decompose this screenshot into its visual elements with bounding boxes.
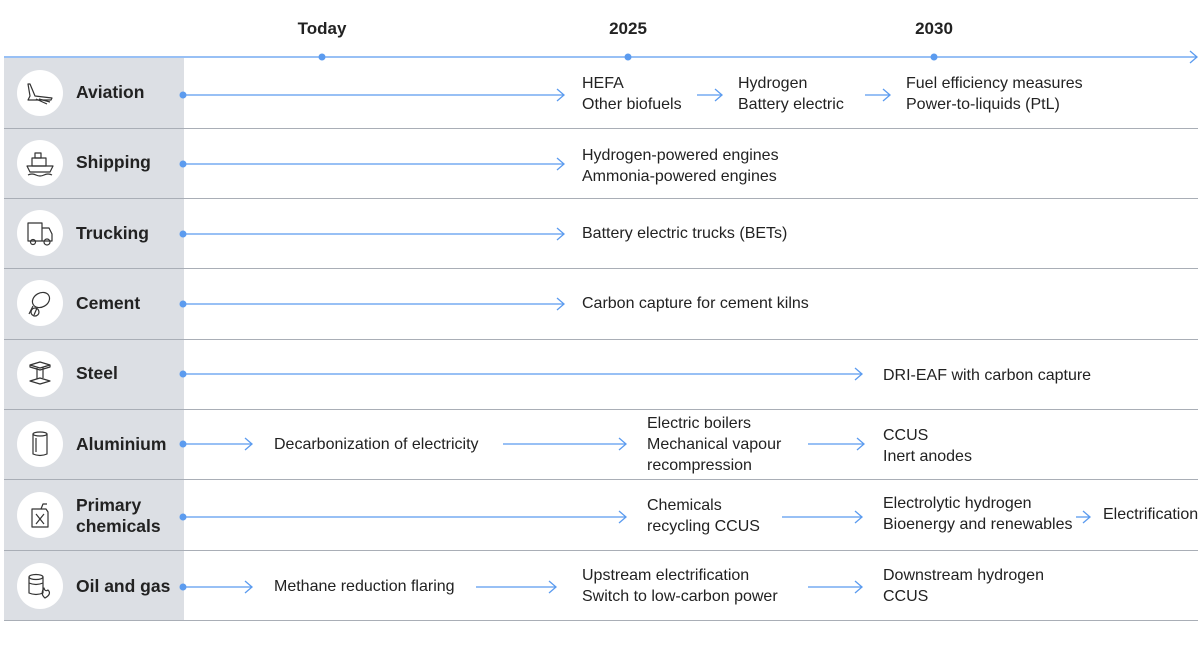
sector-label-oil-and-gas: Oil and gas	[76, 576, 171, 596]
sector-label-cement: Cement	[76, 293, 141, 313]
sector-label-line: Primary	[76, 495, 142, 515]
chemicals-step-2030: Electrolytic hydrogen Bioenergy and rene…	[883, 493, 1072, 535]
row-arrow	[782, 510, 863, 524]
cell-line: Carbon capture for cement kilns	[582, 295, 809, 312]
truck-icon	[17, 210, 63, 256]
aluminium-step-2025: Electric boilers Mechanical vapour recom…	[647, 413, 781, 476]
cell-line: Upstream electrification	[582, 567, 750, 584]
cell-line: Electrification	[1103, 506, 1199, 523]
cell-line: Mechanical vapour	[647, 436, 782, 453]
row-arrow	[183, 510, 627, 524]
oilgas-step-today: Methane reduction flaring	[274, 576, 455, 597]
cell-line: HEFA	[582, 75, 624, 92]
shipping-step-2025: Hydrogen-powered engines Ammonia-powered…	[582, 145, 779, 187]
ship-icon	[17, 140, 63, 186]
cell-line: Chemicals	[647, 497, 722, 514]
sector-label-aviation: Aviation	[76, 82, 145, 102]
cell-line: CCUS	[883, 427, 929, 444]
aviation-step-2030: Fuel efficiency measures Power-to-liquid…	[906, 73, 1083, 115]
cell-line: Switch to low-carbon power	[582, 588, 778, 605]
cell-line: Decarbonization of electricity	[274, 436, 479, 453]
cell-line: Downstream hydrogen	[883, 567, 1044, 584]
oil-barrel-icon	[17, 563, 63, 609]
cell-line: Power-to-liquids (PtL)	[906, 96, 1060, 113]
row-arrow	[476, 580, 557, 594]
cell-line: Electrolytic hydrogen	[883, 495, 1032, 512]
cell-line: Inert anodes	[883, 448, 972, 465]
chemicals-step-2025: Chemicals recycling CCUS	[647, 495, 760, 537]
timeline-marker-today	[318, 53, 326, 61]
cell-line: recycling CCUS	[647, 518, 760, 535]
cement-step-2025: Carbon capture for cement kilns	[582, 293, 809, 314]
cement-mixer-icon	[17, 280, 63, 326]
cell-line: Battery electric	[738, 96, 844, 113]
sector-label-aluminium: Aluminium	[76, 434, 167, 454]
row-arrow	[183, 88, 565, 102]
timeline-marker-2030	[930, 53, 938, 61]
chemical-canister-icon	[17, 492, 63, 538]
row-divider	[4, 409, 1198, 410]
trucking-step-2025: Battery electric trucks (BETs)	[582, 223, 787, 244]
airplane-icon	[17, 70, 63, 116]
sector-label-primary-chemicals: Primary chemicals	[76, 495, 161, 537]
cell-line: Fuel efficiency measures	[906, 75, 1083, 92]
row-divider	[4, 268, 1198, 269]
cell-line: Electric boilers	[647, 415, 752, 432]
oilgas-step-2025: Upstream electrification Switch to low-c…	[582, 565, 778, 607]
steel-step-2030: DRI-EAF with carbon capture	[883, 365, 1091, 386]
timeline-label-today: Today	[297, 19, 347, 38]
row-arrow	[808, 437, 865, 451]
cell-line: Ammonia-powered engines	[582, 168, 777, 185]
row-arrow	[808, 580, 863, 594]
cell-line: Bioenergy and renewables	[883, 516, 1073, 533]
cell-line: recompression	[647, 457, 752, 474]
row-arrow	[1076, 510, 1091, 524]
row-divider	[4, 550, 1198, 551]
cell-line: Hydrogen-powered engines	[582, 147, 779, 164]
row-arrow	[183, 367, 863, 381]
timeline-marker-2025	[624, 53, 632, 61]
cell-line: Methane reduction flaring	[274, 578, 455, 595]
sector-label-shipping: Shipping	[76, 152, 151, 172]
row-divider	[4, 620, 1198, 621]
sector-label-trucking: Trucking	[76, 223, 149, 243]
timeline-label-2025: 2025	[609, 19, 647, 38]
row-divider	[4, 128, 1198, 129]
timeline-axis-arrow	[4, 50, 1198, 64]
oilgas-step-2030: Downstream hydrogen CCUS	[883, 565, 1044, 607]
aviation-step-mid: Hydrogen Battery electric	[738, 73, 844, 115]
cell-line: CCUS	[883, 588, 929, 605]
steel-beam-icon	[17, 351, 63, 397]
row-arrow	[183, 580, 253, 594]
aluminium-step-today: Decarbonization of electricity	[274, 434, 479, 455]
cell-line: Hydrogen	[738, 75, 808, 92]
sector-label-line: chemicals	[76, 516, 161, 536]
row-divider	[4, 339, 1198, 340]
cell-line: Battery electric trucks (BETs)	[582, 225, 788, 242]
row-arrow	[183, 297, 565, 311]
aluminium-step-2030: CCUS Inert anodes	[883, 425, 972, 467]
chemicals-step-late: Electrification	[1103, 504, 1198, 525]
row-arrow	[183, 157, 565, 171]
row-divider	[4, 479, 1198, 480]
row-arrow	[503, 437, 627, 451]
row-divider	[4, 198, 1198, 199]
row-arrow	[183, 227, 565, 241]
row-arrow	[697, 88, 723, 102]
row-arrow	[183, 437, 253, 451]
aluminium-can-icon	[17, 421, 63, 467]
sector-label-steel: Steel	[76, 363, 118, 383]
timeline-label-2030: 2030	[915, 19, 953, 38]
cell-line: Other biofuels	[582, 96, 682, 113]
aviation-step-2025: HEFA Other biofuels	[582, 73, 682, 115]
row-arrow	[865, 88, 891, 102]
cell-line: DRI-EAF with carbon capture	[883, 367, 1092, 384]
